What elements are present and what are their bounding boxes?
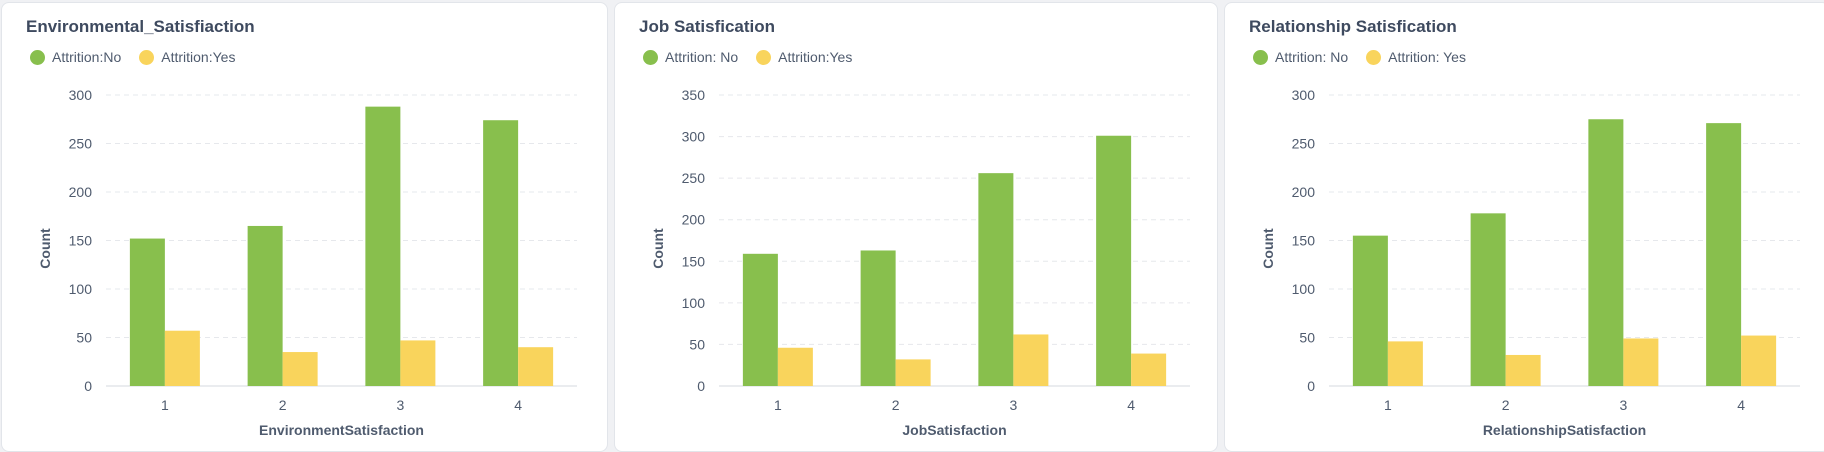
bar-attrition-yes xyxy=(1505,354,1541,386)
chart-card-environment: Environmental_Satisfiaction Attrition:No… xyxy=(1,2,608,452)
bar-attrition-no xyxy=(1588,119,1624,386)
legend-item-no[interactable]: Attrition:No xyxy=(30,49,121,65)
chart-legend: Attrition: No Attrition:Yes xyxy=(643,49,852,65)
y-tick-label: 300 xyxy=(69,87,93,103)
y-tick-label: 250 xyxy=(69,136,93,152)
bar-attrition-yes xyxy=(518,347,554,386)
chart-title: Relationship Satisfication xyxy=(1249,17,1457,36)
bar-attrition-no xyxy=(1470,213,1506,386)
bar-attrition-yes xyxy=(282,352,318,386)
legend-label: Attrition:Yes xyxy=(778,49,853,65)
chart-title: Job Satisfication xyxy=(639,17,776,36)
y-tick-label: 0 xyxy=(697,378,705,394)
y-tick-label: 150 xyxy=(682,253,706,269)
y-tick-label: 50 xyxy=(1299,330,1315,346)
legend-dot-icon xyxy=(1253,49,1268,65)
legend-dot-icon xyxy=(643,49,658,65)
y-tick-label: 0 xyxy=(84,378,92,394)
legend-dot-icon xyxy=(139,49,155,65)
bar-attrition-yes xyxy=(1131,353,1167,386)
bar-attrition-yes xyxy=(1741,335,1777,386)
bar-chart-relationship: 0 50 100 150 200 250 300 1 2 3 4 RelationshipSatisf… xyxy=(1260,87,1800,438)
y-tick-label: 200 xyxy=(682,212,706,228)
y-tick-label: 0 xyxy=(1307,378,1315,394)
bar-attrition-no xyxy=(1352,235,1388,386)
x-tick-label: 2 xyxy=(892,397,900,413)
y-axis-label: Count xyxy=(650,228,666,269)
bar-attrition-no xyxy=(1096,135,1132,386)
legend-label: Attrition: Yes xyxy=(1388,49,1466,65)
y-tick-label: 50 xyxy=(76,330,92,346)
x-tick-label: 3 xyxy=(396,397,404,413)
y-tick-label: 200 xyxy=(1292,184,1316,200)
legend-label: Attrition:No xyxy=(52,49,122,65)
y-axis-label: Count xyxy=(1260,228,1276,269)
legend-item-yes[interactable]: Attrition: Yes xyxy=(1366,49,1466,65)
x-tick-label: 4 xyxy=(514,397,522,413)
chart-card-job: Job Satisfication Attrition: No Attritio… xyxy=(614,2,1218,452)
y-tick-label: 350 xyxy=(682,87,706,103)
bar-attrition-yes xyxy=(1623,338,1659,386)
legend-dot-icon xyxy=(756,49,772,65)
bar-attrition-no xyxy=(129,238,165,386)
legend-dot-icon xyxy=(1366,49,1382,65)
legend-label: Attrition: No xyxy=(1275,49,1349,65)
bar-attrition-no xyxy=(1706,123,1742,386)
legend-item-yes[interactable]: Attrition:Yes xyxy=(139,49,235,65)
legend-label: Attrition:Yes xyxy=(161,49,236,65)
bar-attrition-yes xyxy=(1013,334,1049,386)
bar-attrition-no xyxy=(365,106,401,386)
x-axis-label: RelationshipSatisfaction xyxy=(1483,422,1646,438)
legend-item-no[interactable]: Attrition: No xyxy=(643,49,738,65)
x-tick-label: 1 xyxy=(161,397,169,413)
legend-item-no[interactable]: Attrition: No xyxy=(1253,49,1348,65)
y-tick-label: 250 xyxy=(1292,136,1316,152)
x-tick-label: 1 xyxy=(1384,397,1392,413)
y-tick-label: 150 xyxy=(69,233,93,249)
y-tick-label: 100 xyxy=(682,295,706,311)
bar-attrition-yes xyxy=(400,340,436,386)
y-tick-label: 250 xyxy=(682,170,706,186)
x-axis-label: EnvironmentSatisfaction xyxy=(259,422,424,438)
y-tick-label: 50 xyxy=(689,336,705,352)
legend-dot-icon xyxy=(30,49,45,65)
bar-attrition-no xyxy=(247,225,283,386)
bar-attrition-yes xyxy=(895,359,931,386)
x-tick-label: 3 xyxy=(1009,397,1017,413)
bar-attrition-no xyxy=(860,250,896,386)
chart-legend: Attrition:No Attrition:Yes xyxy=(30,49,235,65)
y-tick-label: 300 xyxy=(1292,87,1316,103)
x-tick-label: 2 xyxy=(1502,397,1510,413)
x-tick-label: 4 xyxy=(1127,397,1135,413)
y-tick-label: 150 xyxy=(1292,233,1316,249)
x-tick-label: 2 xyxy=(279,397,287,413)
legend-item-yes[interactable]: Attrition:Yes xyxy=(756,49,852,65)
y-tick-label: 300 xyxy=(682,129,706,145)
x-axis-label: JobSatisfaction xyxy=(902,422,1006,438)
x-tick-label: 4 xyxy=(1737,397,1745,413)
chart-title: Environmental_Satisfiaction xyxy=(26,17,255,36)
legend-label: Attrition: No xyxy=(665,49,739,65)
bar-attrition-yes xyxy=(777,347,813,386)
y-tick-label: 100 xyxy=(69,281,93,297)
bar-chart-job: 0 50 100 150 200 250 300 350 1 2 3 4 JobSatisfaction… xyxy=(650,87,1190,438)
bar-chart-environment: 0 50 100 150 200 250 300 1 2 3 4 EnvironmentSatisfa… xyxy=(37,87,577,438)
bar-attrition-yes xyxy=(1387,341,1423,386)
chart-card-relationship: Relationship Satisfication Attrition: No… xyxy=(1224,2,1824,452)
x-tick-label: 1 xyxy=(774,397,782,413)
x-tick-label: 3 xyxy=(1619,397,1627,413)
y-tick-label: 200 xyxy=(69,184,93,200)
y-tick-label: 100 xyxy=(1292,281,1316,297)
bar-attrition-no xyxy=(742,253,778,386)
bar-attrition-no xyxy=(978,173,1014,386)
y-axis-label: Count xyxy=(37,228,53,269)
chart-legend: Attrition: No Attrition: Yes xyxy=(1253,49,1466,65)
bar-attrition-yes xyxy=(164,330,200,386)
bar-attrition-no xyxy=(483,120,519,386)
